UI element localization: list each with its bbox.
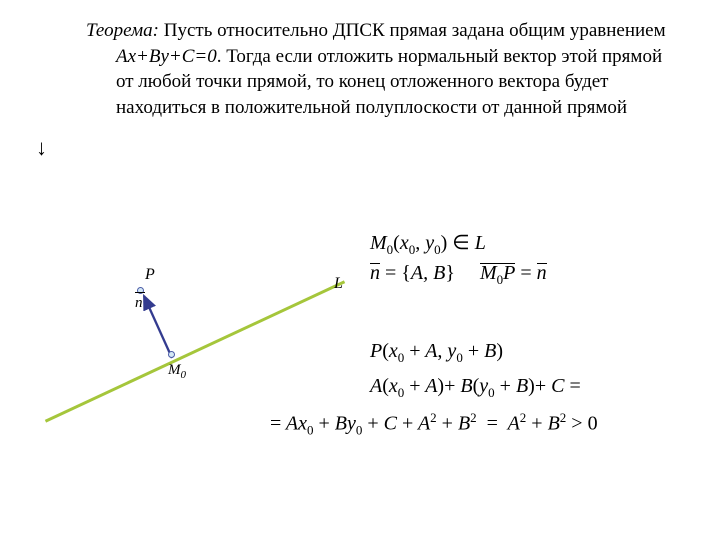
m5-By: By	[335, 413, 356, 435]
math-line-3: P(x0 + A, y0 + B)	[370, 340, 503, 366]
m2-AB: A, B	[411, 262, 445, 284]
m1-y: y	[425, 232, 434, 254]
m5-B2: B	[458, 413, 470, 435]
m1-L: L	[475, 232, 486, 254]
m3-y: y	[447, 340, 456, 362]
theorem-equation: Ax+By+C=0	[116, 46, 217, 67]
math-line-4: A(x0 + A)+ B(y0 + B)+ C =	[370, 375, 581, 401]
m2-P: P	[503, 262, 515, 284]
m3-A: A	[425, 340, 437, 362]
point-M0-dot	[168, 351, 175, 358]
down-arrow-icon: ↓	[36, 135, 672, 161]
m5-B2b: B	[548, 413, 560, 435]
theorem-text: Теорема: Пусть относительно ДПСК прямая …	[56, 18, 672, 121]
m4-A2: A	[425, 375, 437, 397]
m4-y: y	[479, 375, 488, 397]
m3-B: B	[484, 340, 496, 362]
label-M0: M0	[168, 362, 186, 381]
m4-C: C	[551, 375, 564, 397]
label-M0-sub: 0	[181, 369, 187, 381]
m5-C: C	[384, 413, 397, 435]
label-P: P	[145, 266, 155, 284]
m1-x: x	[400, 232, 409, 254]
m5-A2b: A	[508, 413, 520, 435]
m4-B: B	[460, 375, 472, 397]
m1-M: M	[370, 232, 387, 254]
n-overbar	[135, 292, 145, 293]
m4-B2: B	[516, 375, 528, 397]
m3-P: P	[370, 340, 382, 362]
m2-M: M	[480, 262, 497, 284]
math-line-5: = Ax0 + By0 + C + A2 + B2 = A2 + B2 > 0	[270, 410, 598, 439]
m2-n2: n	[537, 262, 547, 284]
m4-A: A	[370, 375, 382, 397]
m3-x: x	[389, 340, 398, 362]
m5-Ax: Ax	[286, 413, 307, 435]
label-L: L	[334, 275, 343, 293]
math-line-2: n = {A, B} M0P = n	[370, 262, 547, 288]
label-n: n	[135, 295, 143, 312]
theorem-label: Теорема:	[86, 20, 159, 41]
m2-n: n	[370, 262, 380, 284]
math-line-1: M0(x0, y0) ∈ L	[370, 230, 486, 258]
m5-A2: A	[418, 413, 430, 435]
theorem-body-1: Пусть относительно ДПСК прямая задана об…	[164, 20, 666, 41]
label-M0-main: M	[168, 362, 181, 378]
m4-x: x	[389, 375, 398, 397]
